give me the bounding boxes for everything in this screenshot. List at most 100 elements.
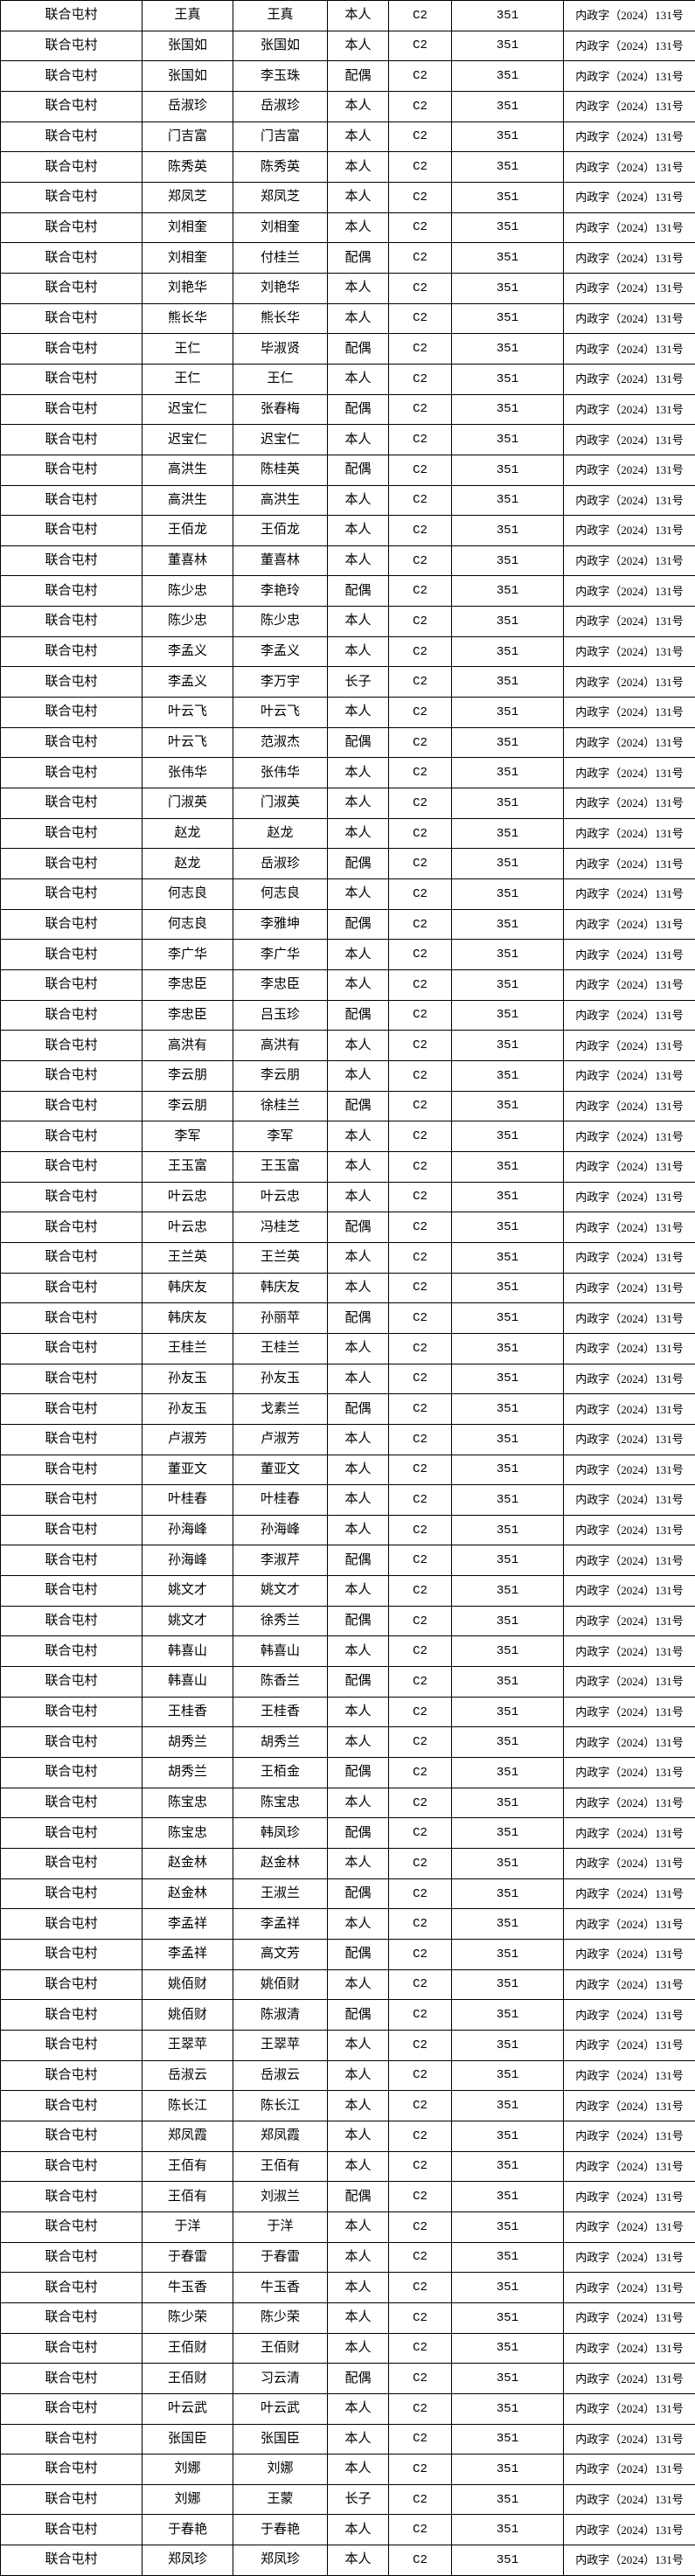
code-cell: 351	[452, 2484, 564, 2515]
householder-cell: 陈少荣	[142, 2302, 233, 2333]
code-cell: 351	[452, 2364, 564, 2394]
village-cell: 联合屯村	[1, 2242, 142, 2273]
doc-number-cell: 内政字（2024）131号	[564, 2273, 695, 2303]
relation-cell: 本人	[328, 91, 389, 122]
householder-cell: 姚文才	[142, 1576, 233, 1607]
doc-number-cell: 内政字（2024）131号	[564, 1515, 695, 1545]
doc-number-cell: 内政字（2024）131号	[564, 1940, 695, 1970]
village-cell: 联合屯村	[1, 2000, 142, 2031]
category-cell: C2	[389, 970, 452, 1001]
doc-number-cell: 内政字（2024）131号	[564, 2242, 695, 2273]
doc-number-cell: 内政字（2024）131号	[564, 2060, 695, 2091]
doc-number-cell: 内政字（2024）131号	[564, 1969, 695, 2000]
village-cell: 联合屯村	[1, 1667, 142, 1698]
category-cell: C2	[389, 1606, 452, 1636]
category-cell: C2	[389, 758, 452, 788]
member-cell: 叶桂春	[233, 1485, 328, 1516]
doc-number-cell: 内政字（2024）131号	[564, 364, 695, 394]
householder-cell: 韩庆友	[142, 1303, 233, 1334]
relation-cell: 本人	[328, 1727, 389, 1758]
member-cell: 李玉珠	[233, 61, 328, 92]
relation-cell: 配偶	[328, 2000, 389, 2031]
village-cell: 联合屯村	[1, 2151, 142, 2182]
relation-cell: 本人	[328, 2454, 389, 2485]
doc-number-cell: 内政字（2024）131号	[564, 212, 695, 243]
member-cell: 牛玉香	[233, 2273, 328, 2303]
relation-cell: 本人	[328, 485, 389, 516]
householder-cell: 刘艳华	[142, 273, 233, 303]
doc-number-cell: 内政字（2024）131号	[564, 1151, 695, 1182]
doc-number-cell: 内政字（2024）131号	[564, 636, 695, 667]
code-cell: 351	[452, 2091, 564, 2121]
householder-cell: 王真	[142, 1, 233, 31]
category-cell: C2	[389, 1455, 452, 1485]
village-cell: 联合屯村	[1, 1878, 142, 1909]
code-cell: 351	[452, 1333, 564, 1364]
member-cell: 王真	[233, 1, 328, 31]
code-cell: 351	[452, 1303, 564, 1334]
category-cell: C2	[389, 1485, 452, 1516]
category-cell: C2	[389, 243, 452, 274]
category-cell: C2	[389, 1758, 452, 1788]
householder-cell: 姚文才	[142, 1606, 233, 1636]
doc-number-cell: 内政字（2024）131号	[564, 1727, 695, 1758]
village-cell: 联合屯村	[1, 2060, 142, 2091]
member-cell: 陈秀英	[233, 152, 328, 183]
category-cell: C2	[389, 303, 452, 334]
householder-cell: 陈秀英	[142, 152, 233, 183]
category-cell: C2	[389, 2364, 452, 2394]
relation-cell: 配偶	[328, 727, 389, 758]
code-cell: 351	[452, 1849, 564, 1879]
village-cell: 联合屯村	[1, 1424, 142, 1455]
relation-cell: 本人	[328, 607, 389, 637]
doc-number-cell: 内政字（2024）131号	[564, 2484, 695, 2515]
householder-cell: 于洋	[142, 2211, 233, 2242]
member-cell: 李忠臣	[233, 970, 328, 1001]
member-cell: 熊长华	[233, 303, 328, 334]
category-cell: C2	[389, 1273, 452, 1303]
category-cell: C2	[389, 2182, 452, 2212]
category-cell: C2	[389, 1121, 452, 1152]
code-cell: 351	[452, 849, 564, 879]
code-cell: 351	[452, 2515, 564, 2545]
village-cell: 联合屯村	[1, 61, 142, 92]
relation-cell: 配偶	[328, 394, 389, 425]
village-cell: 联合屯村	[1, 1212, 142, 1243]
doc-number-cell: 内政字（2024）131号	[564, 1667, 695, 1698]
relation-cell: 本人	[328, 2515, 389, 2545]
code-cell: 351	[452, 1182, 564, 1212]
relation-cell: 本人	[328, 2242, 389, 2273]
village-cell: 联合屯村	[1, 2273, 142, 2303]
householder-cell: 董亚文	[142, 1455, 233, 1485]
code-cell: 351	[452, 485, 564, 516]
doc-number-cell: 内政字（2024）131号	[564, 1788, 695, 1818]
relation-cell: 本人	[328, 2121, 389, 2151]
code-cell: 351	[452, 970, 564, 1001]
relation-cell: 本人	[328, 2060, 389, 2091]
doc-number-cell: 内政字（2024）131号	[564, 1394, 695, 1425]
relation-cell: 配偶	[328, 1212, 389, 1243]
householder-cell: 王佰有	[142, 2182, 233, 2212]
member-cell: 叶云忠	[233, 1182, 328, 1212]
code-cell: 351	[452, 607, 564, 637]
householder-cell: 韩喜山	[142, 1636, 233, 1667]
village-cell: 联合屯村	[1, 1909, 142, 1940]
doc-number-cell: 内政字（2024）131号	[564, 909, 695, 940]
householder-cell: 卢淑芳	[142, 1424, 233, 1455]
householder-cell: 董喜林	[142, 545, 233, 576]
code-cell: 351	[452, 2273, 564, 2303]
category-cell: C2	[389, 182, 452, 212]
member-cell: 李军	[233, 1121, 328, 1152]
